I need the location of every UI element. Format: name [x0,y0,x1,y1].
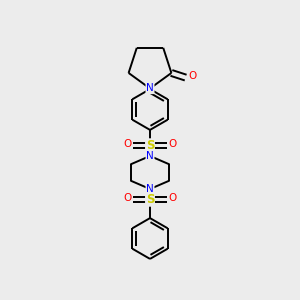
Text: N: N [146,151,154,161]
Text: N: N [146,184,154,194]
Text: O: O [123,139,132,149]
Text: O: O [123,193,132,203]
Text: N: N [146,83,154,94]
Text: S: S [146,139,154,152]
Text: O: O [188,71,196,81]
Text: S: S [146,193,154,206]
Text: O: O [168,139,177,149]
Text: O: O [168,193,177,203]
